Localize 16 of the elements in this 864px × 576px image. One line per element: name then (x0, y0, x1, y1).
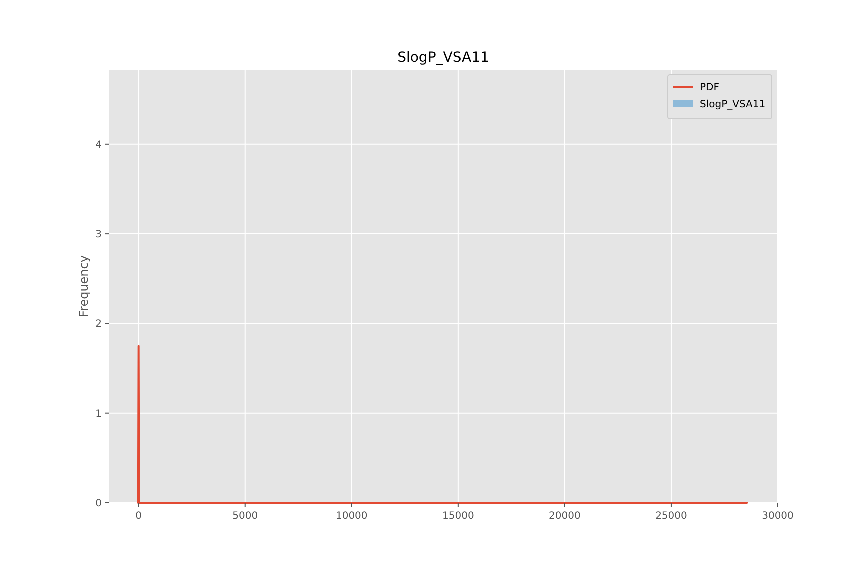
y-tick-label: 4 (96, 140, 102, 151)
x-tick-label: 15000 (442, 511, 474, 522)
y-axis-title: Frequency (77, 256, 91, 318)
x-tick-label: 10000 (336, 511, 368, 522)
x-tick-label: 0 (136, 511, 142, 522)
chart-title: SlogP_VSA11 (398, 50, 490, 66)
y-tick-label: 2 (96, 319, 102, 330)
x-tick-label: 5000 (232, 511, 258, 522)
y-tick-label: 3 (96, 230, 102, 241)
legend-label: PDF (700, 82, 720, 94)
y-tick-label: 0 (96, 498, 102, 510)
x-tick-label: 20000 (549, 511, 581, 522)
x-tick-label: 25000 (656, 511, 688, 522)
legend-label: SlogP_VSA11 (700, 100, 766, 110)
x-tick-label: 30000 (762, 511, 794, 522)
y-tick-label: 1 (96, 408, 102, 420)
